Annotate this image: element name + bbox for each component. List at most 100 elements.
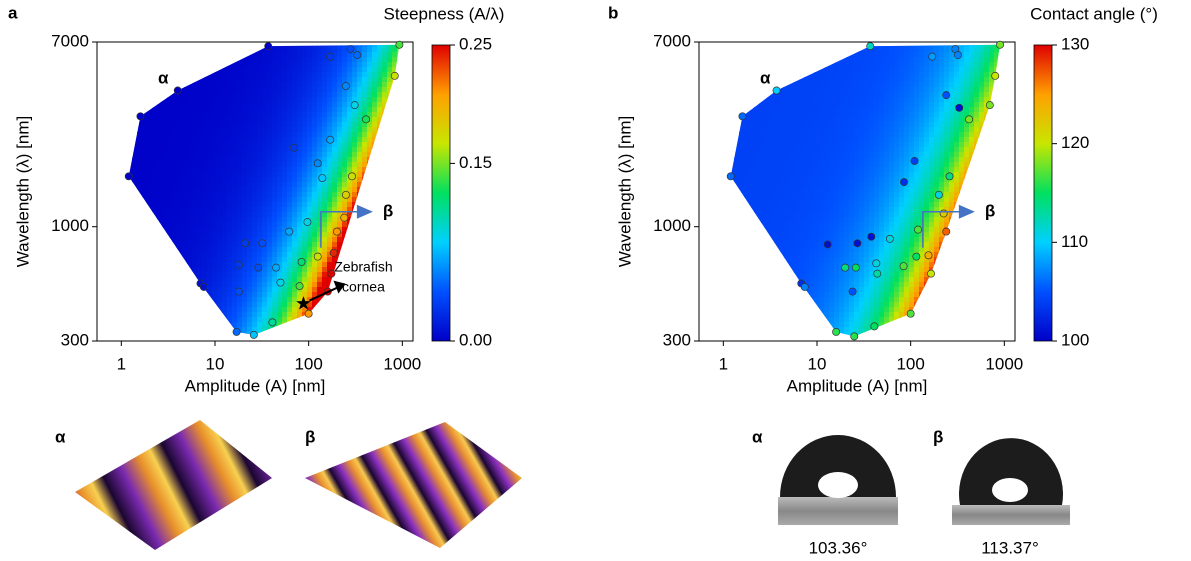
- field-cell: [102, 222, 108, 228]
- field-cell: [699, 287, 705, 293]
- field-cell: [312, 282, 318, 288]
- y-tick-label: 7000: [51, 31, 89, 50]
- field-cell: [162, 112, 168, 118]
- field-cell: [247, 142, 253, 148]
- field-cell: [322, 262, 328, 268]
- field-cell: [252, 317, 258, 323]
- field-cell: [127, 217, 133, 223]
- field-cell: [729, 102, 735, 108]
- field-cell: [734, 72, 740, 78]
- field-cell: [202, 307, 208, 313]
- field-cell: [407, 267, 413, 273]
- field-cell: [784, 197, 790, 203]
- field-cell: [387, 152, 393, 158]
- field-cell: [272, 82, 278, 88]
- field-cell: [764, 87, 770, 93]
- field-cell: [784, 212, 790, 218]
- field-cell: [242, 187, 248, 193]
- field-cell: [127, 272, 133, 278]
- field-cell: [277, 142, 283, 148]
- field-cell: [112, 152, 118, 158]
- field-cell: [739, 57, 745, 63]
- field-cell: [769, 122, 775, 128]
- field-cell: [724, 292, 730, 298]
- field-cell: [714, 327, 720, 333]
- field-cell: [714, 262, 720, 268]
- field-cell: [719, 77, 725, 83]
- field-cell: [102, 292, 108, 298]
- field-cell: [102, 142, 108, 148]
- field-cell: [749, 107, 755, 113]
- field-cell: [784, 277, 790, 283]
- field-cell: [107, 77, 113, 83]
- field-cell: [132, 117, 138, 123]
- field-cell: [734, 197, 740, 203]
- field-cell: [192, 117, 198, 123]
- field-cell: [227, 222, 233, 228]
- field-cell: [237, 117, 243, 123]
- field-cell: [222, 322, 228, 328]
- field-cell: [282, 182, 288, 188]
- field-cell: [207, 302, 213, 308]
- field-cell: [749, 302, 755, 308]
- field-cell: [282, 202, 288, 208]
- field-cell: [402, 302, 408, 308]
- field-cell: [227, 187, 233, 193]
- field-cell: [157, 317, 163, 323]
- field-cell: [739, 262, 745, 268]
- field-cell: [407, 222, 413, 228]
- field-cell: [237, 232, 243, 238]
- field-cell: [739, 282, 745, 288]
- field-cell: [704, 337, 710, 343]
- field-cell: [212, 242, 218, 248]
- field-cell: [247, 137, 253, 143]
- x-tick-label: 10: [206, 354, 225, 373]
- field-cell: [402, 92, 408, 98]
- field-cell: [784, 97, 790, 103]
- field-cell: [282, 77, 288, 83]
- field-cell: [262, 122, 268, 128]
- field-cell: [132, 312, 138, 318]
- field-cell: [177, 197, 183, 203]
- field-cell: [172, 262, 178, 268]
- field-cell: [247, 112, 253, 118]
- field-cell: [779, 127, 785, 133]
- field-cell: [744, 287, 750, 293]
- field-cell: [719, 212, 725, 218]
- field-cell: [132, 267, 138, 273]
- field-cell: [97, 212, 103, 218]
- field-cell: [222, 97, 228, 103]
- field-cell: [312, 172, 318, 178]
- field-cell: [779, 302, 785, 308]
- field-cell: [312, 237, 318, 243]
- field-cell: [769, 182, 775, 188]
- field-cell: [332, 147, 338, 153]
- field-cell: [252, 42, 258, 48]
- field-cell: [699, 97, 705, 103]
- field-cell: [212, 212, 218, 218]
- field-cell: [337, 192, 343, 198]
- field-cell: [277, 207, 283, 213]
- field-cell: [187, 267, 193, 273]
- field-cell: [132, 297, 138, 303]
- field-cell: [242, 47, 248, 53]
- field-cell: [112, 187, 118, 193]
- field-cell: [122, 267, 128, 273]
- field-cell: [122, 167, 128, 173]
- field-cell: [764, 287, 770, 293]
- field-cell: [317, 152, 323, 158]
- field-cell: [162, 332, 168, 338]
- field-cell: [112, 207, 118, 213]
- field-cell: [292, 277, 298, 283]
- field-cell: [347, 237, 353, 243]
- field-cell: [157, 237, 163, 243]
- field-cell: [362, 227, 368, 233]
- field-cell: [779, 207, 785, 213]
- field-cell: [282, 272, 288, 278]
- field-cell: [729, 212, 735, 218]
- field-cell: [207, 277, 213, 283]
- field-cell: [779, 287, 785, 293]
- field-cell: [317, 77, 323, 83]
- field-cell: [262, 332, 268, 338]
- field-cell: [232, 77, 238, 83]
